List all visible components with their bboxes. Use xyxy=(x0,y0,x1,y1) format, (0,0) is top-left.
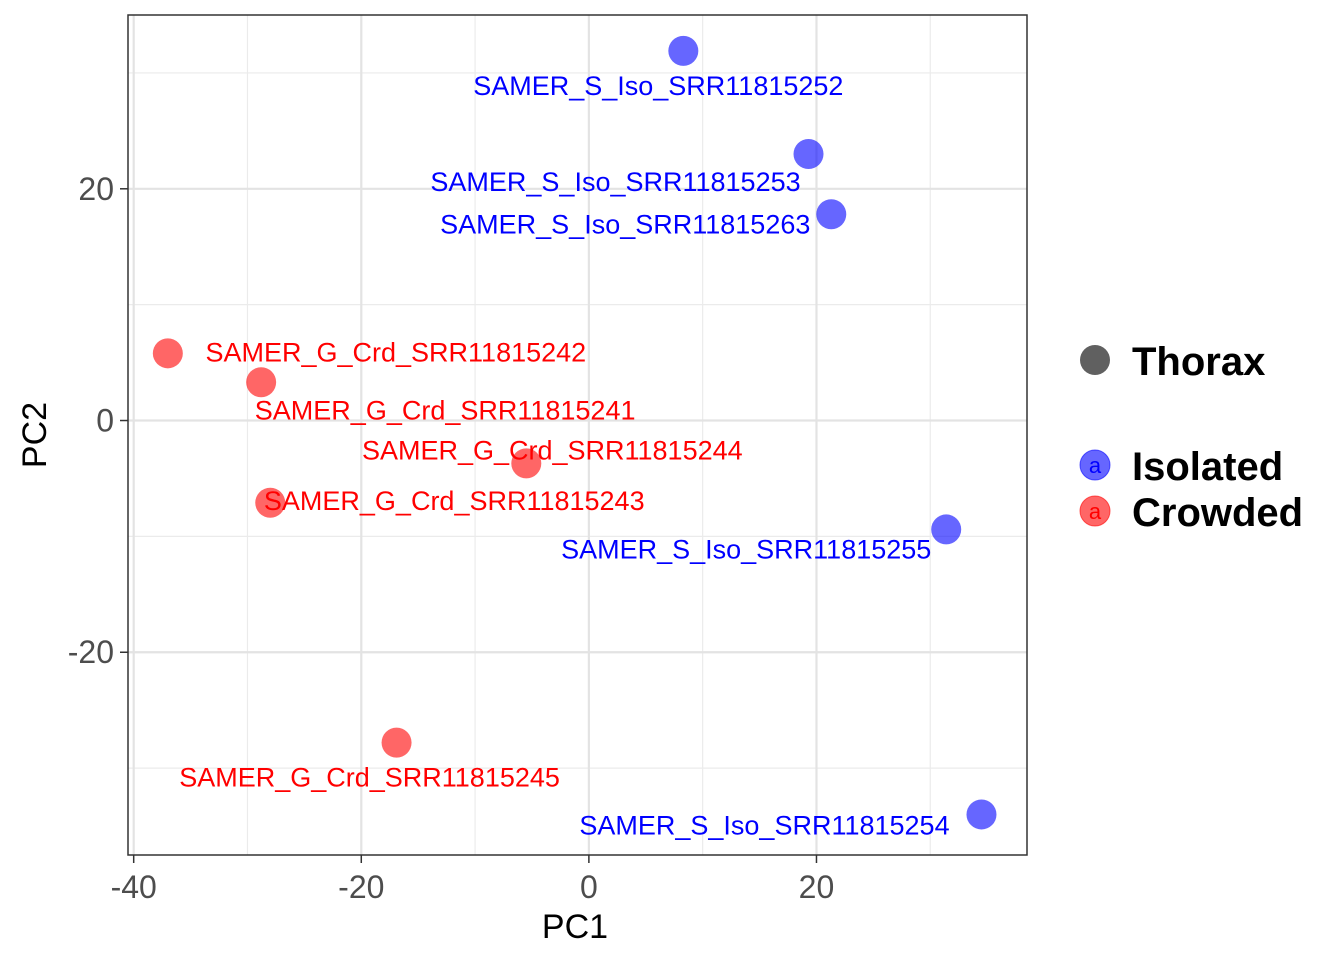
x-tick-label: 0 xyxy=(580,869,598,905)
point-label: SAMER_G_Crd_SRR11815241 xyxy=(255,395,636,425)
data-point xyxy=(381,727,412,758)
axis-ticks xyxy=(120,188,818,863)
point-label: SAMER_S_Iso_SRR11815254 xyxy=(579,810,949,840)
legend-entry-label: Crowded xyxy=(1132,491,1303,535)
legend: Thorax a Isolated a Crowded xyxy=(1079,340,1303,535)
data-point xyxy=(793,139,824,170)
data-point xyxy=(966,799,997,830)
point-label: SAMER_S_Iso_SRR11815263 xyxy=(440,209,810,239)
data-point xyxy=(255,487,286,518)
data-point xyxy=(668,35,699,66)
panel-border xyxy=(127,14,1028,856)
grid-minor xyxy=(128,15,1027,855)
point-label: SAMER_S_Iso_SRR11815252 xyxy=(473,71,843,101)
point-label: SAMER_S_Iso_SRR11815253 xyxy=(430,167,800,197)
x-tick-label: -40 xyxy=(111,869,157,905)
x-axis-title: PC1 xyxy=(542,908,608,946)
point-label: SAMER_G_Crd_SRR11815243 xyxy=(264,486,645,516)
legend-shape-key xyxy=(1080,345,1110,375)
grid-major xyxy=(128,15,1027,855)
y-tick-label: -20 xyxy=(68,634,114,670)
point-label: SAMER_G_Crd_SRR11815244 xyxy=(362,435,743,465)
legend-key-text: a xyxy=(1089,453,1102,478)
data-points xyxy=(152,35,997,830)
point-label: SAMER_S_Iso_SRR11815255 xyxy=(561,534,931,564)
data-point xyxy=(152,338,183,369)
legend-color-key xyxy=(1079,449,1111,481)
legend-key-text: a xyxy=(1089,499,1102,524)
x-tick-label: 20 xyxy=(799,869,835,905)
y-axis-title: PC2 xyxy=(16,402,54,468)
legend-entries: a Isolated a Crowded xyxy=(1079,445,1303,535)
legend-color-key xyxy=(1079,495,1111,527)
tick-labels: -40 -20 0 20 -20 0 20 xyxy=(68,171,835,905)
legend-entry-label: Isolated xyxy=(1132,445,1283,489)
data-point xyxy=(246,367,277,398)
data-point xyxy=(931,514,962,545)
legend-shape-title: Thorax xyxy=(1132,340,1265,384)
point-label: SAMER_G_Crd_SRR11815242 xyxy=(205,337,586,367)
x-tick-label: -20 xyxy=(338,869,384,905)
point-label: SAMER_G_Crd_SRR11815245 xyxy=(179,763,560,793)
y-tick-label: 0 xyxy=(96,403,114,439)
y-tick-label: 20 xyxy=(78,171,114,207)
point-labels: SAMER_S_Iso_SRR11815252 SAMER_S_Iso_SRR11… xyxy=(179,71,949,841)
data-point xyxy=(511,448,542,479)
data-point xyxy=(816,199,847,230)
